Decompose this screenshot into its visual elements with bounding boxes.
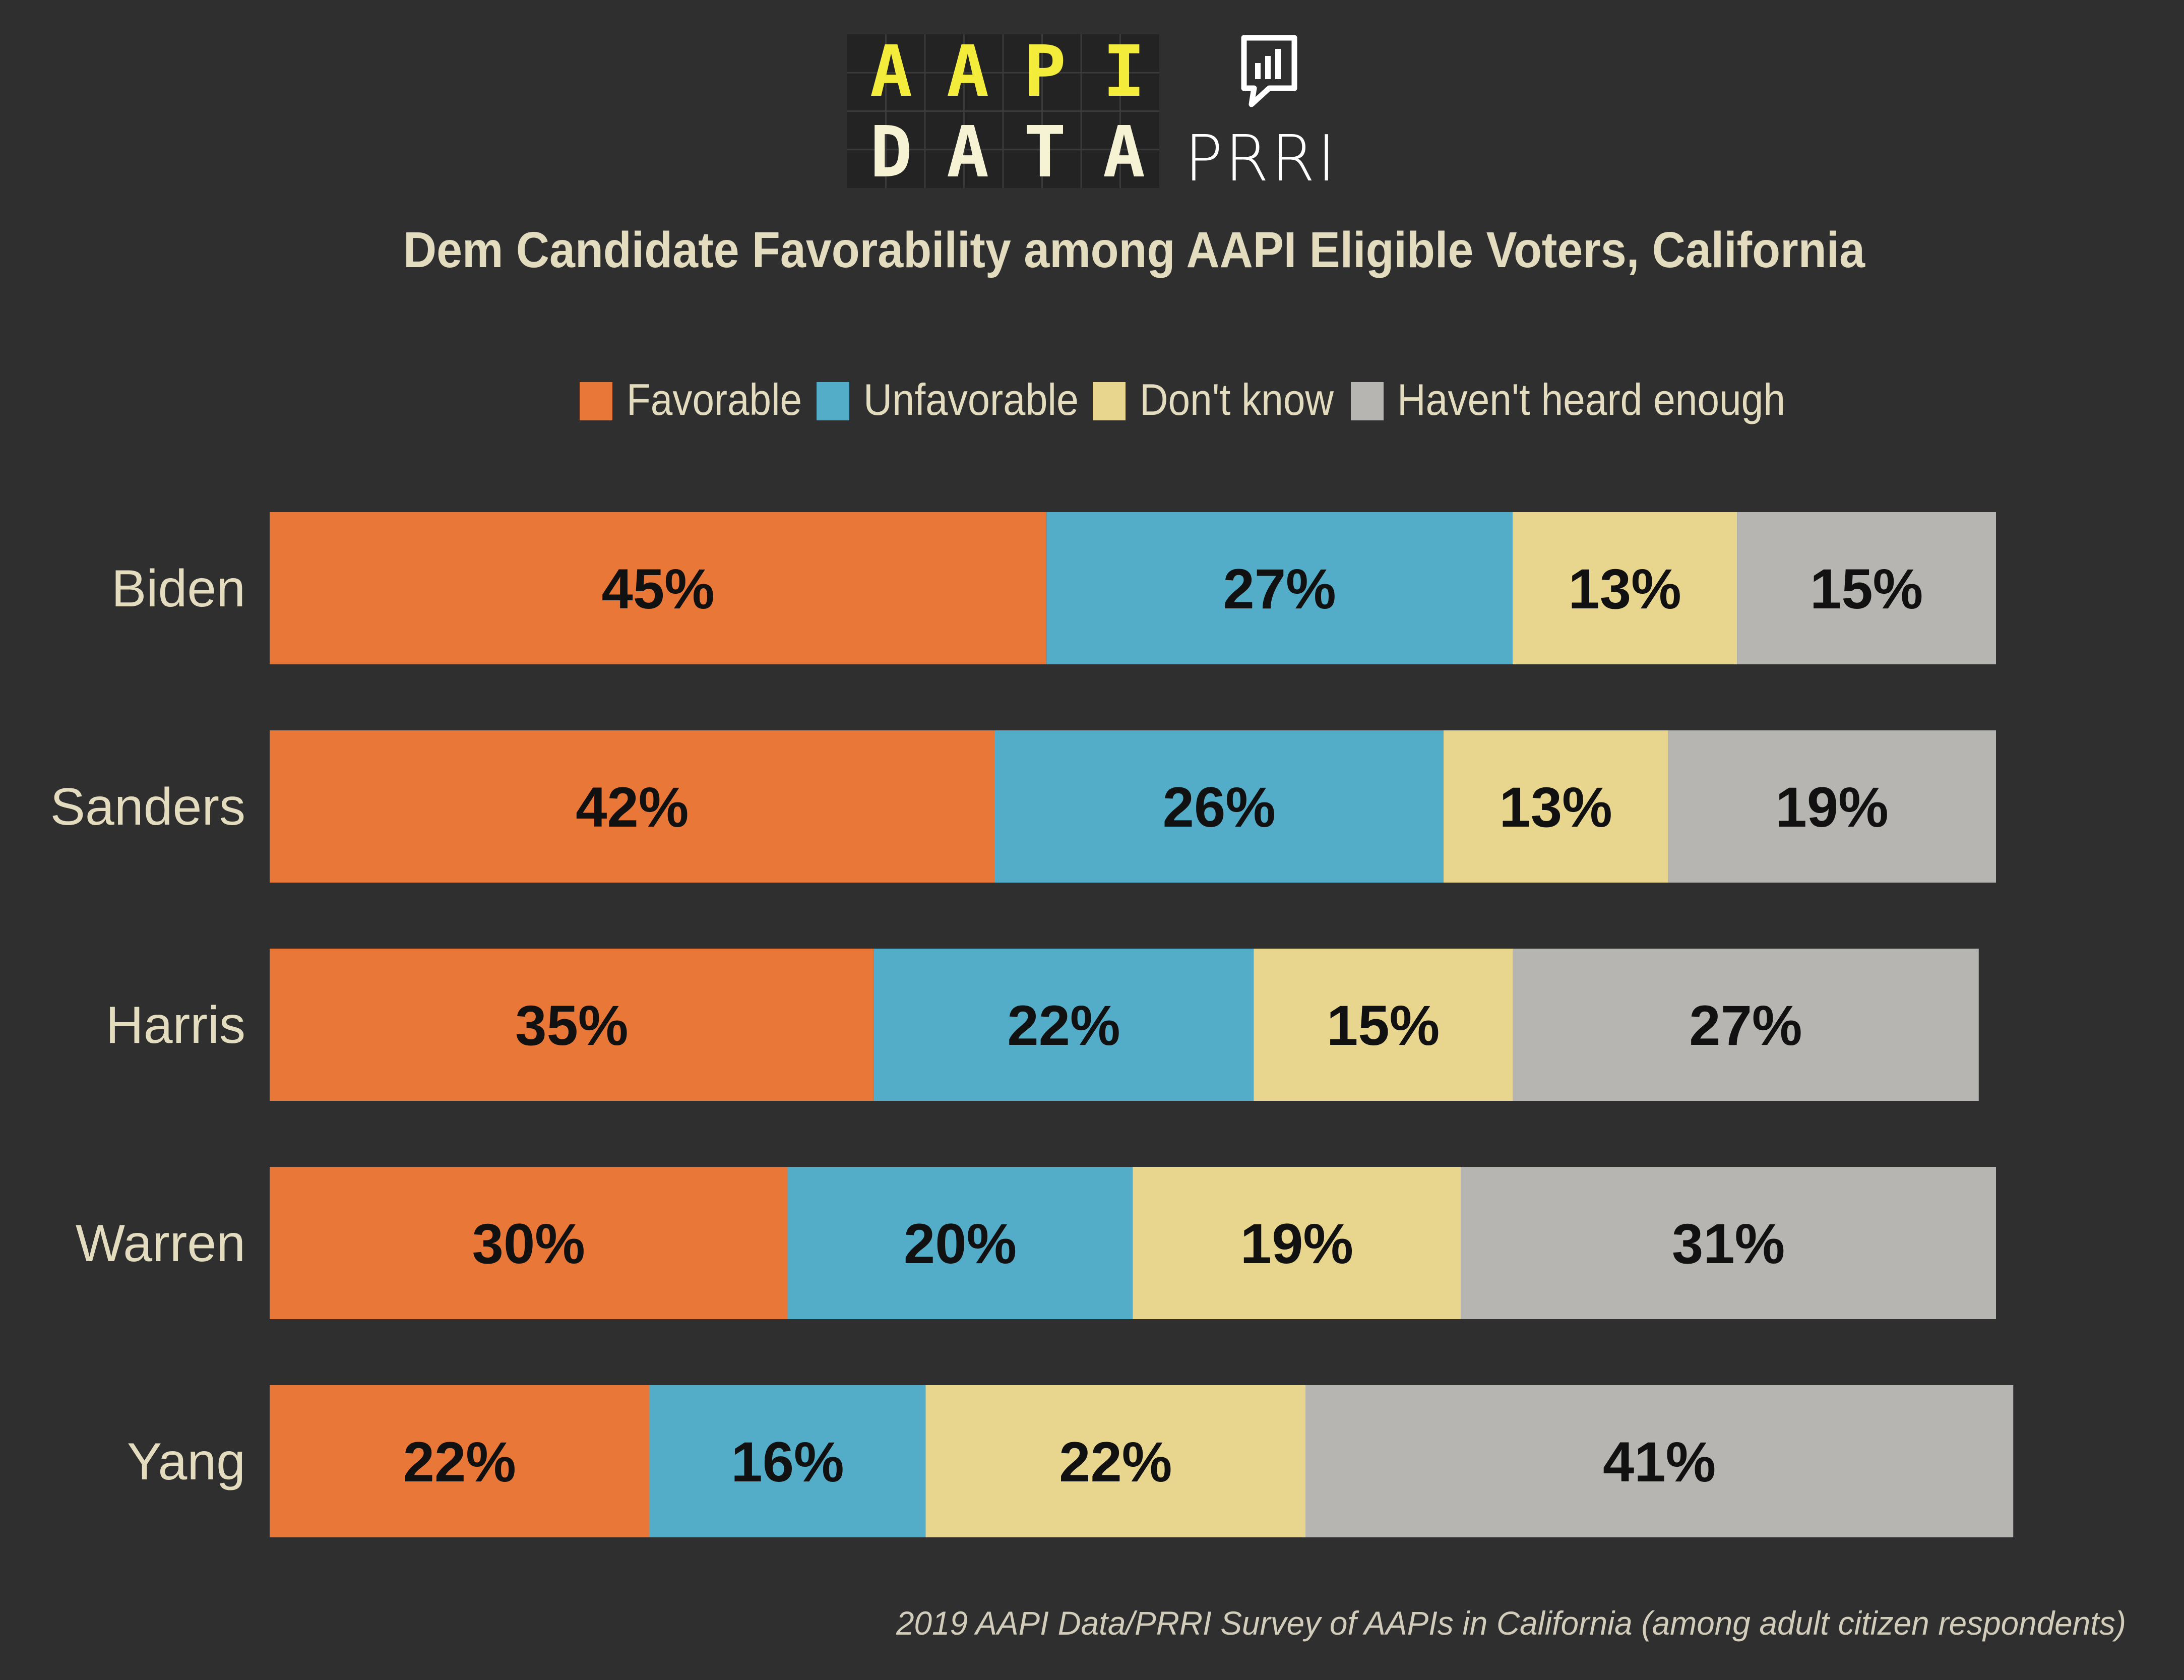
bar-value-label: 41% xyxy=(1603,1430,1716,1494)
bar-segment xyxy=(1305,1385,2014,1537)
bar-row: 42% 26% 13% 19% xyxy=(270,730,1996,883)
category-label: Biden xyxy=(111,559,245,618)
bar-segment xyxy=(994,730,1444,883)
legend-label: Favorable xyxy=(627,375,802,424)
bar-value-label: 16% xyxy=(731,1430,844,1494)
category-axis-labels: Biden Sanders Harris Warren Yang xyxy=(50,559,245,1491)
category-label: Harris xyxy=(106,996,245,1054)
speech-bubble-bar-chart-icon xyxy=(1241,35,1297,107)
bar-segment xyxy=(1737,512,1996,664)
legend-item: Unfavorable xyxy=(817,375,1079,424)
bar-value-label: 13% xyxy=(1569,557,1681,620)
prri-wordmark: PRRI xyxy=(1184,121,1338,196)
bar-segment xyxy=(1444,730,1668,883)
category-label: Sanders xyxy=(50,778,245,836)
bar-segment xyxy=(270,1167,788,1319)
bar-value-label: 35% xyxy=(515,994,628,1057)
bar-value-label: 19% xyxy=(1240,1212,1353,1275)
chart-bars: 45% 27% 13% 15% 42% 26% 13% 19% 35% 22% 15% 27% 30% 2… xyxy=(270,512,2014,1537)
legend-item: Don't know xyxy=(1093,375,1334,424)
bar-segment xyxy=(1461,1167,1996,1319)
aapi-data-logo-letters: A A P ID A T A xyxy=(870,31,1145,194)
logo-letter: D xyxy=(870,111,912,194)
bar-row: 30% 20% 19% 31% xyxy=(270,1167,1996,1319)
bar-value-label: 27% xyxy=(1689,994,1802,1057)
bar-segment xyxy=(1668,730,1996,883)
bar-value-label: 26% xyxy=(1163,776,1276,839)
bar-value-label: 27% xyxy=(1223,557,1336,620)
legend-label: Don't know xyxy=(1140,375,1334,424)
aapi-data-logo-grid xyxy=(847,34,1159,188)
bar-value-label: 31% xyxy=(1672,1212,1785,1275)
logo-letter: A xyxy=(870,31,912,113)
category-label: Yang xyxy=(127,1433,245,1491)
bar-segment xyxy=(873,949,1254,1101)
legend-label: Unfavorable xyxy=(863,375,1079,424)
logo-letter: A xyxy=(947,31,989,113)
legend-item: Haven't heard enough xyxy=(1351,375,1785,424)
legend-item: Favorable xyxy=(580,375,802,424)
bar-value-label: 15% xyxy=(1327,994,1440,1057)
logo-letter: T xyxy=(1024,111,1066,194)
bar-segment xyxy=(1513,949,1979,1101)
prri-logo: PRRI xyxy=(1184,35,1338,196)
category-label: Warren xyxy=(76,1214,245,1273)
bar-value-label: 22% xyxy=(403,1430,516,1494)
bar-row: 45% 27% 13% 15% xyxy=(270,512,1996,664)
bar-segment xyxy=(270,512,1047,664)
bar-segment xyxy=(649,1385,926,1537)
bar-row: 22% 16% 22% 41% xyxy=(270,1385,2014,1537)
bar-segment xyxy=(270,730,995,883)
logo-letter: A xyxy=(947,111,989,194)
bar-segment xyxy=(270,949,874,1101)
bar-value-label: 13% xyxy=(1500,776,1612,839)
logo-letter: I xyxy=(1103,31,1145,113)
bar-segment xyxy=(1513,512,1737,664)
bar-value-label: 42% xyxy=(576,776,689,839)
bar-segment xyxy=(1254,949,1513,1101)
bar-row: 35% 22% 15% 27% xyxy=(270,949,1979,1101)
logo-letter: P xyxy=(1024,31,1066,113)
legend-swatch xyxy=(1093,382,1126,420)
bar-segment xyxy=(1046,512,1513,664)
bar-value-label: 19% xyxy=(1776,776,1889,839)
legend-swatch xyxy=(1351,382,1384,420)
legend-swatch xyxy=(817,382,849,420)
bar-value-label: 30% xyxy=(472,1212,585,1275)
bar-value-label: 22% xyxy=(1059,1430,1172,1494)
bar-value-label: 45% xyxy=(602,557,715,620)
bar-value-label: 22% xyxy=(1007,994,1120,1057)
bar-value-label: 15% xyxy=(1810,557,1923,620)
bar-segment xyxy=(1133,1167,1461,1319)
aapi-data-logo: A A P ID A T A xyxy=(847,31,1159,194)
chart-legend: Favorable Unfavorable Don't know Haven't he… xyxy=(580,375,1785,424)
logo-area: A A P ID A T A PRRI xyxy=(847,31,1338,196)
source-note: 2019 AAPI Data/PRRI Survey of AAPIs in C… xyxy=(896,1604,2126,1642)
bar-segment xyxy=(787,1167,1133,1319)
chart-title: Dem Candidate Favorability among AAPI El… xyxy=(403,222,1865,278)
bar-value-label: 20% xyxy=(904,1212,1017,1275)
logo-letter: A xyxy=(1103,111,1145,194)
bar-segment xyxy=(925,1385,1305,1537)
legend-swatch xyxy=(580,382,612,420)
bar-segment xyxy=(270,1385,650,1537)
legend-label: Haven't heard enough xyxy=(1397,375,1785,424)
